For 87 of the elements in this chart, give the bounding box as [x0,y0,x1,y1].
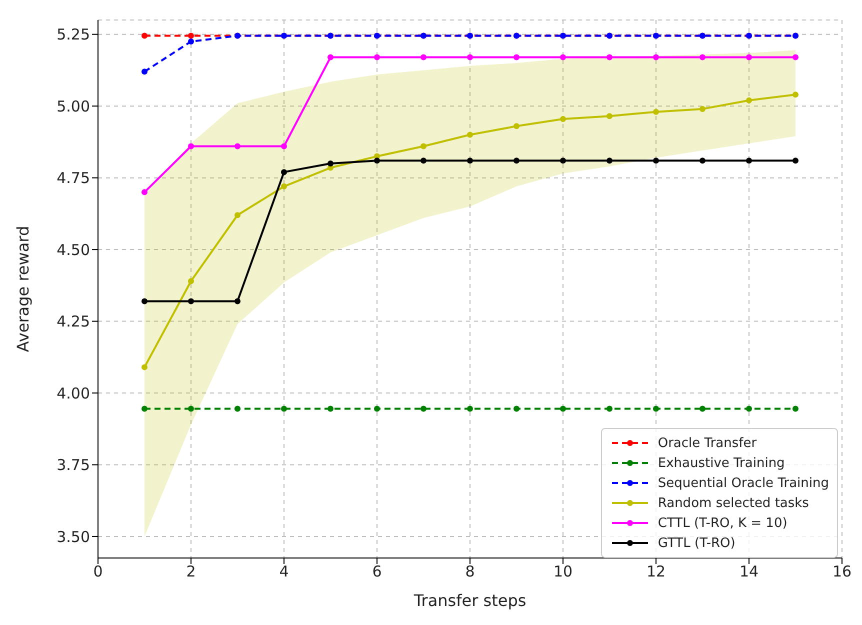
point [560,54,566,60]
point [420,406,426,412]
x-tick-label: 14 [739,562,759,581]
point [467,158,473,164]
point [420,143,426,150]
point [188,32,194,39]
x-tick-label: 6 [372,562,382,581]
point [653,406,659,412]
point [142,32,148,39]
y-axis-title: Average reward [14,226,33,352]
point [420,158,426,164]
point [420,54,426,60]
point [700,158,706,164]
point [142,298,148,304]
point [328,406,334,412]
point [281,143,287,150]
y-tick-label: 3.50 [56,528,90,546]
point [328,160,334,166]
legend-label: CTTL (T-RO, K = 10) [658,516,788,530]
point [374,54,380,60]
point [514,406,520,412]
point [792,54,798,60]
point [328,54,334,60]
point [188,298,194,304]
point [792,92,798,98]
x-tick-label: 4 [279,562,289,581]
point [234,298,240,304]
legend-label: Exhaustive Training [658,456,785,470]
point [514,158,520,164]
legend-label: Sequential Oracle Training [658,476,829,490]
point [746,406,752,412]
point [653,158,659,164]
point [188,406,194,412]
point [188,143,194,150]
point [234,212,240,218]
point [746,158,752,164]
point [188,278,194,284]
point [142,364,148,370]
point [746,54,752,60]
x-tick-label: 2 [186,562,196,581]
point [606,406,612,412]
point [234,143,240,150]
point [467,54,473,60]
point [142,189,148,196]
y-tick-label: 5.25 [56,26,90,44]
x-tick-label: 8 [465,562,475,581]
x-tick-label: 0 [93,562,103,581]
x-tick-label: 10 [553,562,573,581]
point [281,183,287,190]
point [142,68,148,75]
point [700,54,706,60]
point [142,406,148,412]
legend-label: GTTL (T-RO) [658,536,736,550]
x-axis-title: Transfer steps [412,591,526,610]
point [606,54,612,60]
y-tick-label: 4.00 [56,384,90,402]
point [606,113,612,120]
point [653,54,659,60]
point [560,116,566,122]
point [467,132,473,138]
point [560,406,566,412]
point [700,406,706,412]
point [560,158,566,164]
y-tick-label: 5.00 [56,97,90,116]
point [234,406,240,412]
point [746,97,752,104]
x-tick-label: 16 [832,562,852,581]
point [281,169,287,176]
point [792,158,798,164]
point [700,106,706,112]
point [653,108,659,115]
legend-label: Oracle Transfer [658,436,757,450]
y-tick-label: 4.50 [56,240,90,259]
point [374,406,380,412]
point [606,158,612,164]
point [792,406,798,412]
point [514,123,520,130]
legend-label: Random selected tasks [658,496,809,510]
y-tick-label: 4.75 [56,169,90,188]
point [514,54,520,60]
point [374,158,380,164]
point [188,38,194,45]
y-tick-label: 4.25 [56,312,90,331]
point [467,406,473,412]
x-tick-label: 12 [646,562,666,581]
point [281,406,287,412]
y-tick-label: 3.75 [56,456,90,474]
